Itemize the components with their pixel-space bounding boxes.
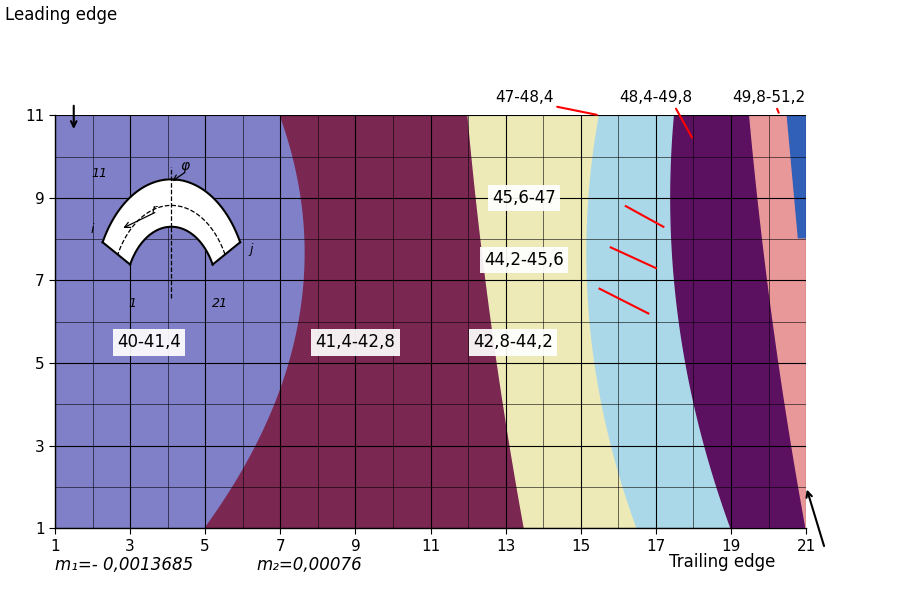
Text: m₁=- 0,0013685: m₁=- 0,0013685 xyxy=(55,555,193,574)
Polygon shape xyxy=(749,115,806,528)
Polygon shape xyxy=(55,115,305,528)
Text: 41,4-42,8: 41,4-42,8 xyxy=(315,333,396,351)
Text: 48,4-49,8: 48,4-49,8 xyxy=(619,90,692,105)
Polygon shape xyxy=(787,115,806,238)
Text: Trailing edge: Trailing edge xyxy=(669,552,775,571)
Text: 44,2-45,6: 44,2-45,6 xyxy=(485,251,564,269)
Text: 45,6-47: 45,6-47 xyxy=(493,189,556,207)
Text: 40-41,4: 40-41,4 xyxy=(117,333,180,351)
Polygon shape xyxy=(587,115,731,528)
Text: 47-48,4: 47-48,4 xyxy=(496,90,553,105)
Text: Leading edge: Leading edge xyxy=(5,6,117,24)
Polygon shape xyxy=(671,115,806,528)
Polygon shape xyxy=(205,115,524,528)
Text: 49,8-51,2: 49,8-51,2 xyxy=(732,90,805,105)
Text: m₂=0,00076: m₂=0,00076 xyxy=(256,555,362,574)
Text: 42,8-44,2: 42,8-44,2 xyxy=(474,333,553,351)
Polygon shape xyxy=(468,115,637,528)
